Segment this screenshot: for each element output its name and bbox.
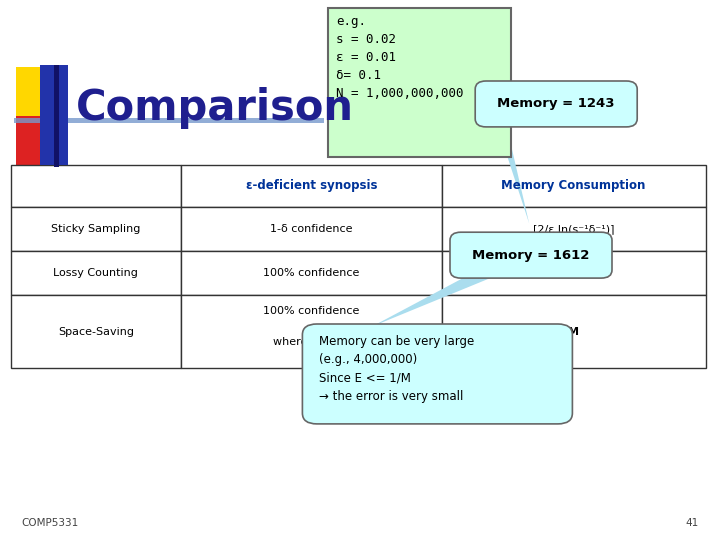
Text: 100% confidence: 100% confidence: [263, 306, 359, 316]
Polygon shape: [497, 84, 529, 224]
Text: Memory = 1612: Memory = 1612: [472, 248, 590, 262]
Bar: [181, 295, 441, 368]
Bar: [181, 165, 441, 207]
Bar: [14, 118, 324, 123]
Text: Lossy Counting: Lossy Counting: [53, 268, 138, 278]
Text: Memory Consumption: Memory Consumption: [501, 179, 646, 192]
Bar: [441, 251, 706, 295]
FancyBboxPatch shape: [450, 232, 612, 278]
Bar: [441, 207, 706, 251]
FancyBboxPatch shape: [302, 324, 572, 424]
Text: 100% confidence: 100% confidence: [263, 268, 359, 278]
Bar: [181, 251, 441, 295]
Bar: [11, 165, 181, 207]
Bar: [11, 295, 181, 368]
Bar: [11, 207, 181, 251]
Bar: [441, 165, 706, 207]
Text: Comparison: Comparison: [76, 87, 354, 129]
Text: ε-deficient synopsis: ε-deficient synopsis: [246, 179, 377, 192]
Text: M: M: [568, 327, 579, 337]
Text: Memory = 1243: Memory = 1243: [498, 97, 615, 111]
Bar: [11, 251, 181, 295]
Bar: [328, 8, 511, 157]
FancyBboxPatch shape: [475, 81, 637, 127]
Bar: [40, 65, 68, 165]
Text: Space-Saving: Space-Saving: [58, 327, 134, 337]
Text: COMP5331: COMP5331: [22, 518, 79, 528]
Bar: [16, 68, 55, 116]
Bar: [16, 116, 55, 165]
Bar: [441, 295, 706, 368]
Bar: [54, 65, 59, 167]
Polygon shape: [461, 235, 560, 273]
Text: ⌈2/ε ln(s⁻¹δ⁻¹)⌉: ⌈2/ε ln(s⁻¹δ⁻¹)⌉: [533, 224, 614, 234]
Text: Sticky Sampling: Sticky Sampling: [51, 224, 140, 234]
Text: 41: 41: [685, 518, 698, 528]
Polygon shape: [372, 275, 497, 327]
Text: where E <= ε: where E <= ε: [273, 337, 350, 347]
Text: Memory can be very large
(e.g., 4,000,000)
Since E <= 1/M
→ the error is very sm: Memory can be very large (e.g., 4,000,00…: [319, 335, 474, 403]
Bar: [181, 207, 441, 251]
Text: ⌈1/ε log(εN)⌉: ⌈1/ε log(εN)⌉: [539, 268, 608, 278]
Text: 1-δ confidence: 1-δ confidence: [270, 224, 353, 234]
Text: e.g.
s = 0.02
ε = 0.01
δ= 0.1
N = 1,000,000,000: e.g. s = 0.02 ε = 0.01 δ= 0.1 N = 1,000,…: [336, 15, 464, 99]
